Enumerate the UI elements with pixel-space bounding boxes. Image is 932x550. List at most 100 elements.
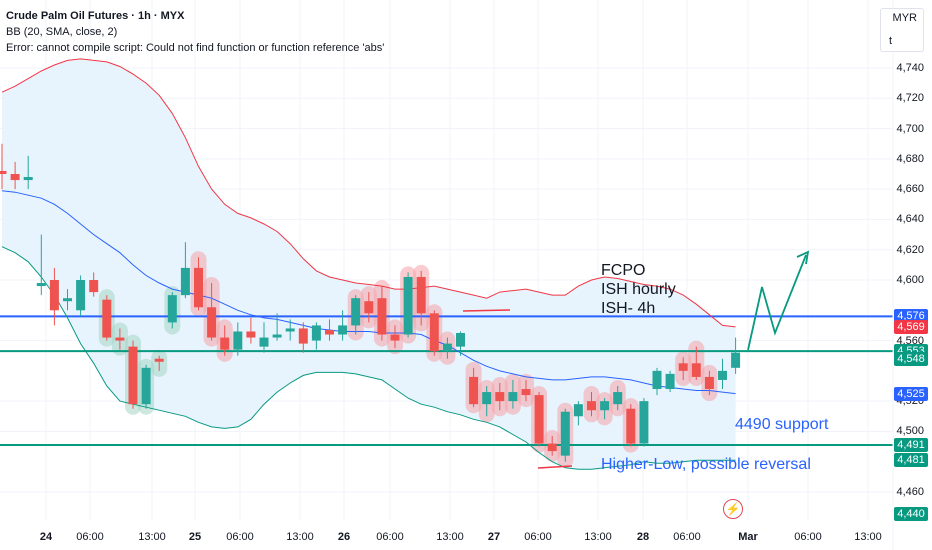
candle-body [731, 352, 741, 368]
candle [154, 355, 164, 371]
time-tick: 25 [188, 531, 202, 543]
candle-body [495, 392, 505, 402]
symbol-title[interactable]: Crude Palm Oil Futures · 1h · MYX [6, 10, 185, 22]
candle-body [691, 363, 701, 377]
indicator-label[interactable]: BB (20, SMA, close, 2) [6, 26, 118, 38]
candle [115, 328, 125, 350]
candle-body [573, 404, 583, 417]
candle-body [180, 267, 190, 296]
annotation-higher-low[interactable]: Higher-Low, possible reversal [601, 456, 811, 473]
annotation-ish-4h[interactable]: ISH- 4h [601, 300, 656, 317]
candle [259, 322, 269, 353]
price-label-4569: 4,569 [894, 319, 928, 334]
drawings[interactable] [462, 250, 810, 469]
price-label-4481: 4,481 [894, 453, 928, 468]
candle-body [246, 331, 256, 338]
candle-body [285, 328, 295, 332]
candle-body [154, 358, 164, 362]
candle-body [390, 334, 400, 341]
candle [141, 364, 151, 409]
bollinger-basis [1, 190, 736, 395]
candle [311, 322, 321, 350]
candle [718, 358, 727, 390]
price-tick: 4,560 [896, 334, 924, 347]
candle [272, 313, 282, 341]
candle [0, 143, 7, 190]
candle [442, 337, 452, 359]
time-tick: 13:00 [286, 531, 314, 543]
price-label-4491: 4,491 [894, 438, 928, 453]
candle-body [718, 370, 727, 380]
candle [429, 310, 439, 356]
candle-body [338, 325, 348, 335]
candle-body [233, 331, 243, 350]
candle-body [547, 443, 557, 452]
candle [691, 346, 701, 380]
time-tick: 06:00 [76, 531, 104, 543]
time-tick: 13:00 [854, 531, 882, 543]
candle-body [560, 411, 570, 456]
candle-body [626, 408, 636, 444]
candle-body [351, 298, 361, 326]
candle-body [652, 370, 662, 390]
candle-body [704, 376, 714, 390]
candle-body [442, 343, 452, 352]
candle [167, 292, 177, 329]
candle-body [220, 337, 230, 350]
currency-unit-selector[interactable]: MYR t [880, 8, 924, 52]
candle-body [167, 295, 177, 323]
currency-label: MYR [892, 12, 917, 24]
ish-marker-line [462, 309, 511, 312]
higher-low-marker-line [537, 465, 573, 469]
time-tick: 27 [487, 531, 501, 543]
candle-body [456, 333, 465, 347]
candle-body [0, 170, 7, 174]
chart-legend: Crude Palm Oil Futures · 1h · MYX BB (20… [6, 8, 384, 56]
candle [495, 382, 505, 411]
candle-body [639, 401, 649, 444]
candle-body [76, 280, 86, 311]
time-tick: 24 [39, 531, 53, 543]
candle [456, 331, 465, 356]
candle [10, 161, 20, 190]
candle [377, 286, 387, 341]
candle [207, 283, 217, 341]
time-tick: 06:00 [376, 531, 404, 543]
time-tick: 06:00 [794, 531, 822, 543]
candle [600, 398, 610, 420]
candle [76, 275, 86, 317]
time-tick: 13:00 [584, 531, 612, 543]
time-tick: 26 [337, 531, 351, 543]
candle-body [377, 298, 387, 335]
annotation-support[interactable]: 4490 support [735, 416, 829, 433]
time-tick: 28 [636, 531, 650, 543]
candle [678, 357, 688, 380]
candle [325, 319, 334, 341]
candle-body [36, 283, 46, 287]
candle-body [311, 325, 321, 341]
annotation-fcpo[interactable]: FCPO [601, 262, 646, 279]
candle-body [194, 267, 203, 308]
bollinger-lower-band [1, 246, 736, 470]
candle-body [469, 376, 479, 405]
candle-body [298, 328, 308, 344]
candle [469, 367, 479, 408]
price-tick: 4,720 [896, 92, 924, 105]
candle [180, 242, 190, 299]
unit-label: t [889, 35, 893, 47]
candle [521, 379, 531, 402]
candle [613, 386, 623, 411]
candle [560, 408, 570, 462]
candle-body [364, 301, 374, 314]
candle-body [10, 174, 20, 181]
price-tick: 4,740 [896, 62, 924, 74]
lightning-icon[interactable]: ⚡ [723, 499, 743, 519]
candle-body [429, 313, 439, 352]
candle [233, 322, 243, 356]
script-error-message: Error: cannot compile script: Could not … [6, 42, 385, 54]
annotation-ish-hourly[interactable]: ISH hourly [601, 281, 676, 298]
candle-body [678, 363, 688, 371]
candle [285, 319, 295, 341]
time-tick: Mar [738, 531, 758, 543]
